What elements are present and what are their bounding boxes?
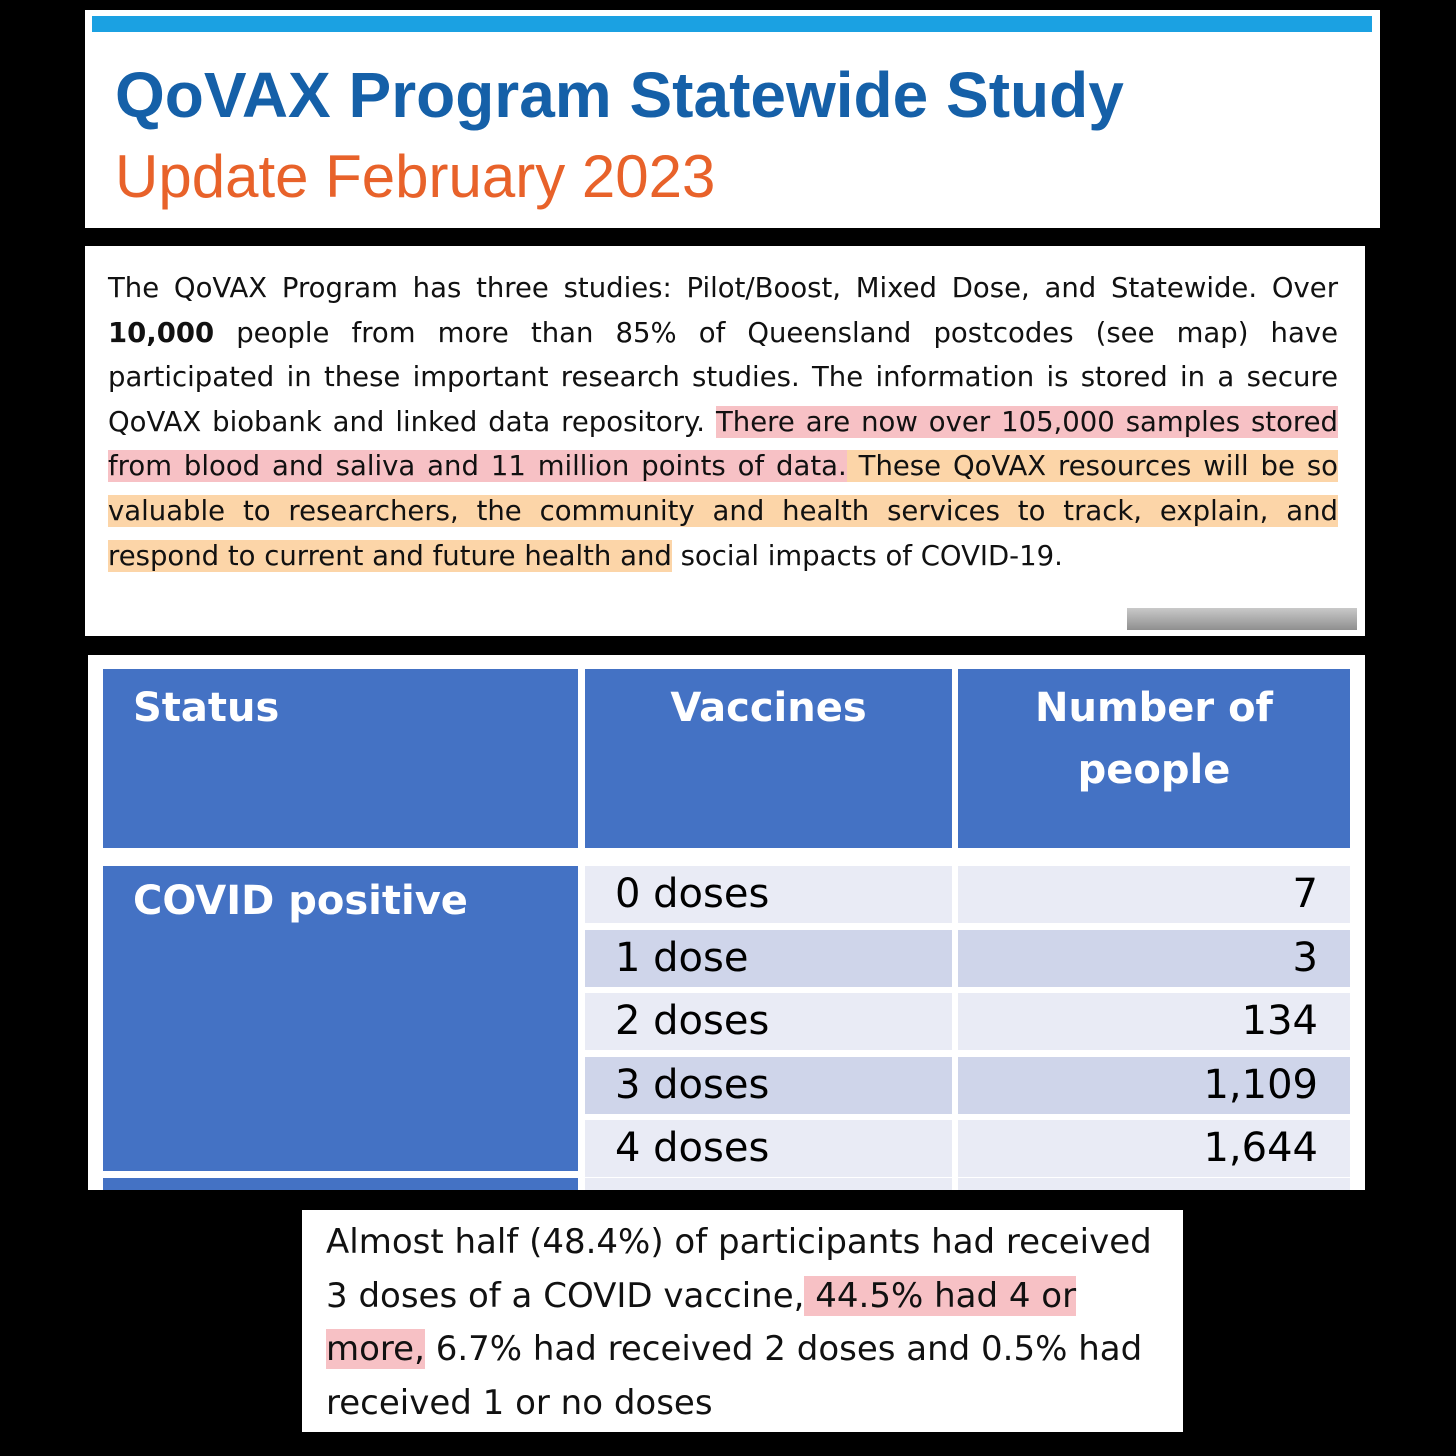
row-continuation xyxy=(958,1178,1350,1190)
text: 6.7% had received 2 doses and 0.5% had r… xyxy=(326,1329,1143,1423)
summary-paragraph: Almost half (48.4%) of participants had … xyxy=(326,1216,1176,1430)
count-cell: 3 xyxy=(958,929,1350,987)
title: QoVAX Program Statewide Study xyxy=(115,59,1124,131)
image-fragment xyxy=(1127,608,1357,630)
header-cell: Number of people xyxy=(958,669,1350,848)
count-cell: 7 xyxy=(958,866,1350,923)
row-continuation xyxy=(585,1178,952,1190)
accent-bar xyxy=(92,16,1372,32)
header-cell: Status xyxy=(103,669,578,848)
intro-panel: The QoVAX Program has three studies: Pil… xyxy=(85,246,1365,636)
intro-paragraph: The QoVAX Program has three studies: Pil… xyxy=(108,266,1338,578)
summary-panel: Almost half (48.4%) of participants had … xyxy=(302,1210,1183,1432)
header-cell: Vaccines xyxy=(585,669,952,848)
text: people from more than 85% of Queensland … xyxy=(108,316,1338,438)
group-cell: COVID positive xyxy=(103,866,578,1171)
row-continuation xyxy=(103,1178,578,1190)
subtitle: Update February 2023 xyxy=(115,143,716,210)
vaccines-cell: 4 doses xyxy=(585,1120,952,1177)
header-panel: QoVAX Program Statewide Study Update Feb… xyxy=(85,10,1380,228)
vaccines-cell: 2 doses xyxy=(585,993,952,1050)
count-cell: 134 xyxy=(958,993,1350,1050)
table-panel: Status Vaccines Number of people COVID posi… xyxy=(88,655,1365,1190)
text: The QoVAX Program has three studies: Pil… xyxy=(108,272,1338,304)
count-cell: 1,644 xyxy=(958,1120,1350,1177)
bold-number: 10,000 xyxy=(108,316,215,349)
text: social impacts of COVID-19. xyxy=(671,539,1063,572)
vaccines-cell: 3 doses xyxy=(585,1056,952,1114)
text: Almost half (48.4%) of participants had … xyxy=(326,1222,1152,1316)
vaccines-cell: 1 dose xyxy=(585,929,952,987)
count-cell: 1,109 xyxy=(958,1056,1350,1114)
vaccines-cell: 0 doses xyxy=(585,866,952,923)
